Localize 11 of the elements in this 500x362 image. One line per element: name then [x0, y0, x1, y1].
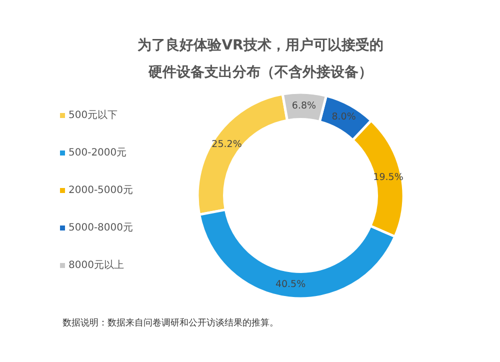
- data-label: 8.0%: [332, 112, 356, 123]
- legend-label: 500-2000元: [68, 148, 127, 158]
- data-label: 40.5%: [275, 279, 306, 290]
- chart-title: 为了良好体验VR技术，用户可以接受的: [138, 36, 384, 54]
- legend-label: 8000元以上: [68, 259, 124, 271]
- text: 数据说明：数据来自问卷调研和公开访谈结果的推算。: [62, 318, 278, 328]
- data-label: 6.8%: [292, 100, 316, 112]
- legend-label: 500元以下: [68, 109, 118, 121]
- chart-subtitle: 硬件设备支出分布（不含外接设备）: [148, 64, 372, 80]
- legend-label: 2000-5000元: [68, 185, 134, 196]
- legend-label: 5000-8000元: [68, 222, 134, 234]
